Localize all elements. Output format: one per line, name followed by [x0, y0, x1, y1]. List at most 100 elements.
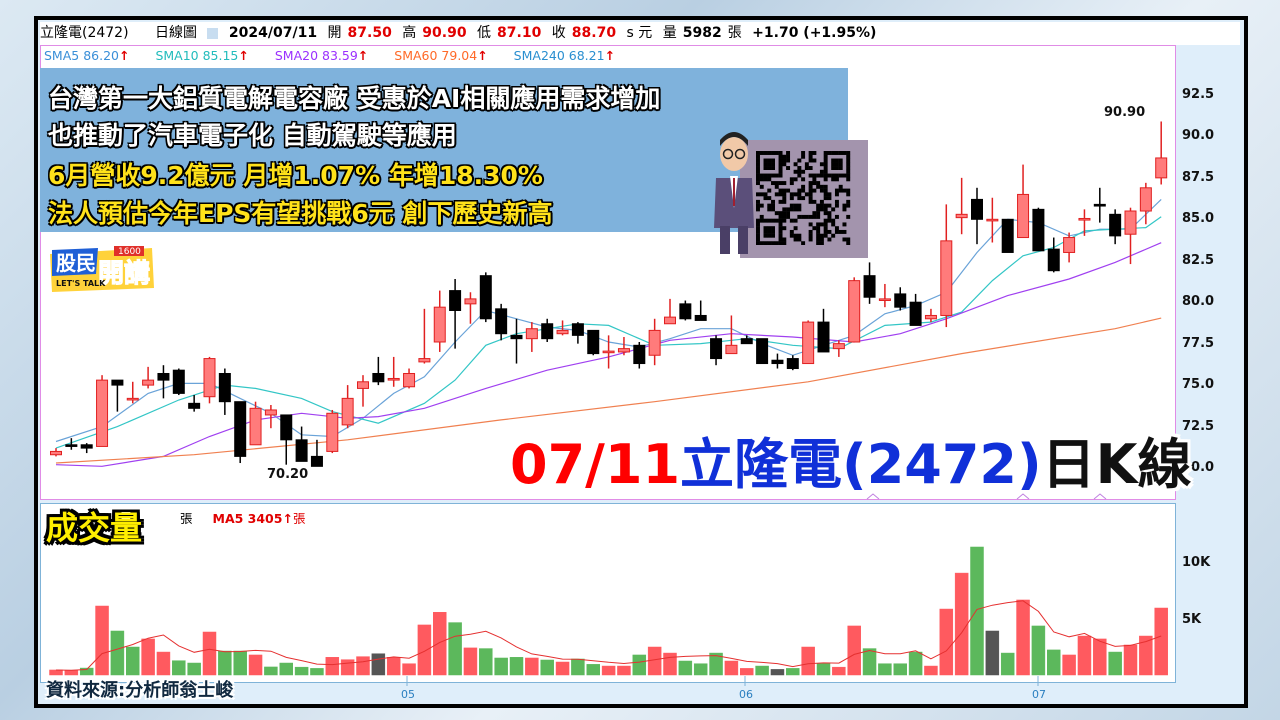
candle-body: [50, 450, 62, 456]
candle-body: [449, 290, 462, 311]
volume-bar: [325, 657, 340, 676]
candle-body: [955, 213, 968, 219]
candle-body: [80, 444, 93, 449]
volume-bar: [740, 668, 754, 676]
candle-body: [786, 358, 799, 370]
candle-body: [1155, 157, 1168, 179]
volume-bar: [463, 647, 478, 676]
volume-bar: [970, 546, 984, 676]
volume-bar: [693, 663, 708, 676]
candle-body: [157, 372, 170, 381]
period-dropdown-icon[interactable]: [207, 27, 219, 39]
svg-text:股民: 股民: [56, 251, 96, 275]
price-tick: 87.5: [1182, 169, 1215, 185]
volume-bar: [49, 669, 63, 676]
candle-body: [602, 350, 615, 354]
volume-bar: [233, 650, 247, 676]
high-label: 高: [402, 25, 417, 41]
candle-body: [341, 397, 354, 426]
overlay-line-2: 也推動了汽車電子化 自動駕駛等應用: [48, 121, 457, 150]
volume-bar: [264, 666, 278, 676]
volume-value: 5982: [682, 25, 722, 41]
event-marker-icon: [1016, 493, 1030, 500]
quote-header: 立隆電(2472) 日線圖 2024/07/11 開 87.50 高 90.90 低…: [40, 22, 1240, 45]
volume-bar: [632, 654, 647, 676]
candle-body: [96, 379, 109, 447]
candle-body: [1124, 210, 1137, 235]
candle-body: [664, 316, 676, 325]
candle-body: [218, 372, 231, 403]
close-label: 收: [551, 25, 566, 41]
candle-body: [403, 372, 416, 388]
sma5-legend: SMA5 86.20↑: [44, 48, 130, 63]
candle-body: [295, 439, 308, 462]
volume-bar: [1108, 651, 1122, 676]
volume-bar: [663, 652, 677, 676]
volume-bar: [110, 630, 125, 676]
volume-bar: [402, 663, 416, 676]
candle-body: [924, 314, 937, 320]
candle-body: [725, 344, 738, 355]
candle-body: [1063, 237, 1076, 253]
chart-title-overlay: 07/11立隆電(2472)日K線: [510, 420, 1192, 499]
volume-bar: [79, 667, 94, 676]
candle-body: [878, 298, 891, 301]
price-change: +1.70 (+1.95%): [752, 25, 877, 41]
price-tick: 75.0: [1182, 377, 1215, 393]
qr-code-icon[interactable]: [752, 151, 854, 245]
open-value: 87.50: [347, 25, 392, 41]
volume-bar: [770, 669, 785, 676]
candle-body: [863, 275, 876, 298]
analyst-avatar: [714, 132, 754, 254]
low-label: 低: [477, 25, 492, 41]
candle-body: [479, 275, 492, 320]
volume-bar: [1016, 599, 1030, 676]
price-tick: 80.0: [1182, 294, 1215, 310]
sma-legend: SMA5 86.20↑ SMA10 85.15↑ SMA20 83.59↑ SM…: [44, 48, 637, 63]
candle-body: [756, 338, 769, 365]
volume-bar: [202, 631, 217, 676]
volume-label: 量: [662, 25, 677, 41]
volume-bar: [924, 665, 938, 676]
candle-body: [510, 334, 523, 340]
candle-body: [817, 321, 830, 353]
candle-body: [971, 198, 983, 220]
volume-bar: [617, 665, 631, 676]
candle-body: [1078, 217, 1091, 221]
price-tick: 85.0: [1182, 211, 1215, 227]
quote-date: 2024/07/11: [228, 25, 318, 41]
overlay-line-3: 6月營收9.2億元 月增1.07% 年增18.30%: [48, 161, 543, 190]
volume-bar: [816, 663, 831, 676]
volume-bar: [1031, 625, 1046, 676]
price-tick: 90.0: [1182, 128, 1215, 144]
candle-body: [541, 323, 554, 340]
volume-bar: [433, 612, 447, 676]
volume-bar: [985, 630, 1000, 676]
volume-bar: [1123, 644, 1138, 676]
candle-body: [1047, 248, 1060, 272]
candle-body: [848, 280, 861, 343]
period-selector[interactable]: 日線圖: [155, 25, 198, 41]
volume-bar: [1154, 607, 1168, 676]
volume-bar: [709, 652, 723, 676]
candle-body: [1032, 208, 1045, 252]
candle-body: [909, 301, 922, 326]
volume-tick-5k: 5K: [1182, 612, 1202, 627]
volume-bar: [448, 622, 462, 676]
show-logo: 股民 開講 LET'S TALK 1600: [48, 244, 156, 294]
volume-bar: [218, 650, 232, 676]
event-marker-icon: [866, 493, 880, 500]
volume-tick-10k: 10K: [1182, 555, 1211, 570]
close-value: 88.70: [571, 25, 617, 41]
candle-body: [372, 372, 385, 383]
candle-body: [894, 293, 907, 308]
price-tick: 92.5: [1182, 86, 1215, 102]
volume-bar: [479, 648, 493, 676]
overlay-line-4: 法人預估今年EPS有望挑戰6元 創下歷史新高: [48, 199, 553, 228]
volume-bar: [310, 668, 324, 676]
candle-body: [679, 303, 692, 320]
candle-body: [464, 298, 477, 305]
svg-text:LET'S TALK: LET'S TALK: [56, 279, 106, 288]
sma20-legend: SMA20 83.59↑: [274, 48, 369, 63]
